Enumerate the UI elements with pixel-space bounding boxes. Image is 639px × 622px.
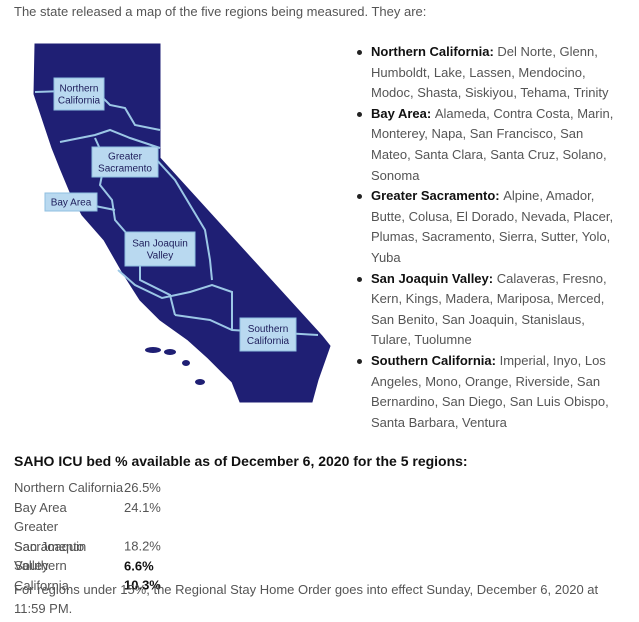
- region-name: San Joaquin Valley:: [371, 270, 494, 286]
- label-box: [239, 317, 297, 352]
- table-row: Greater Sacramento 18.2%: [14, 517, 161, 554]
- intro-text: The state released a map of the five reg…: [14, 4, 427, 19]
- map-label: Valley: [147, 251, 174, 262]
- region-cell: Bay Area: [14, 499, 67, 515]
- region-counties: Del Norte, Glenn, Humboldt, Lake, Lassen…: [371, 44, 609, 101]
- label-box: [44, 192, 98, 212]
- label-box: [91, 146, 159, 178]
- region-item: Southern California: Imperial, Inyo, Los…: [355, 351, 615, 433]
- region-name: Bay Area:: [371, 105, 432, 121]
- map-label: Northern: [60, 84, 99, 95]
- region-cell: San Joaquin Valley: [14, 538, 87, 574]
- value-cell: 10.3%: [124, 577, 161, 593]
- table-row: Southern California 10.3%: [14, 556, 161, 593]
- value-cell: 24.1%: [124, 499, 161, 515]
- region-cell: Southern California: [14, 558, 69, 593]
- region-list: Northern California: Del Norte, Glenn, H…: [355, 42, 615, 433]
- region-counties: Alpine, Amador, Butte, Colusa, El Dorado…: [371, 188, 614, 265]
- region-item: Bay Area: Alameda, Contra Costa, Marin, …: [355, 104, 615, 186]
- region-item: Greater Sacramento: Alpine, Amador, Butt…: [355, 186, 615, 268]
- table-heading: SAHO ICU bed % available as of December …: [14, 453, 468, 469]
- table-row: Bay Area 24.1%: [14, 498, 161, 518]
- map-label: California: [58, 96, 101, 107]
- table-row: Northern California26.5%: [14, 478, 161, 498]
- label-box: [124, 231, 196, 267]
- region-name: Northern California:: [371, 44, 494, 59]
- availability-table: Northern California26.5% Bay Area 24.1% Gre…: [14, 478, 161, 593]
- region-name: Greater Sacramento:: [371, 188, 500, 204]
- region-item: San Joaquin Valley: Calaveras, Fresno, K…: [355, 269, 615, 351]
- value-cell: 6.6%: [124, 558, 154, 573]
- islands: [145, 347, 205, 385]
- region-name: Southern California:: [371, 352, 496, 368]
- map-label: California: [247, 336, 290, 347]
- value-cell: 26.5%: [124, 480, 161, 495]
- label-box: [53, 77, 105, 111]
- region-counties: Imperial, Inyo, Los Angeles, Mono, Orang…: [371, 352, 609, 430]
- footnote: For regions under 15%, the Regional Stay…: [14, 582, 599, 616]
- map-label: Sacramento: [98, 164, 152, 175]
- region-item: Northern California: Del Norte, Glenn, H…: [355, 42, 615, 104]
- region-cell: Northern California: [14, 480, 124, 495]
- region-counties: Alameda, Contra Costa, Marin, Monterey, …: [371, 105, 614, 183]
- map-label: Bay Area: [51, 198, 92, 209]
- map-label: San Joaquin: [132, 239, 188, 250]
- table-row: San Joaquin Valley 6.6%: [14, 537, 161, 574]
- value-cell: 18.2%: [124, 538, 161, 554]
- region-cell: Greater Sacramento: [14, 519, 85, 554]
- map-label: Southern: [248, 324, 289, 335]
- map-label: Greater: [108, 152, 143, 163]
- region-counties: Calaveras, Fresno, Kern, Kings, Madera, …: [371, 270, 607, 348]
- california-shape: [33, 43, 331, 403]
